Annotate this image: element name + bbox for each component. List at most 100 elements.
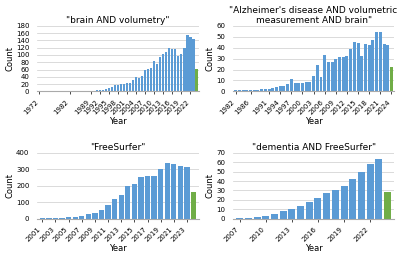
X-axis label: Year: Year (305, 244, 322, 254)
Bar (372, 40, 374, 91)
X-axis label: Year: Year (109, 117, 127, 126)
Bar (162, 54, 164, 91)
Bar (234, 90, 237, 91)
Bar (141, 76, 143, 91)
Bar (118, 195, 124, 219)
X-axis label: Year: Year (109, 244, 127, 254)
Bar (164, 163, 170, 219)
Bar (147, 69, 149, 91)
Bar (177, 56, 180, 91)
Title: "dementia AND FreeSurfer": "dementia AND FreeSurfer" (252, 143, 376, 152)
Bar (165, 52, 168, 91)
Bar (245, 218, 252, 219)
Bar (254, 217, 260, 219)
Bar (99, 90, 101, 91)
Bar (288, 209, 295, 219)
Bar (290, 79, 293, 91)
Bar (338, 57, 341, 91)
Bar (360, 56, 363, 91)
Bar (60, 218, 65, 219)
Bar (308, 82, 311, 91)
Bar (390, 67, 393, 91)
Bar (96, 90, 98, 91)
Bar (358, 172, 365, 219)
Bar (189, 37, 192, 91)
Bar (364, 44, 367, 91)
Bar (314, 198, 322, 219)
Bar (144, 70, 146, 91)
Bar (158, 169, 163, 219)
Bar (316, 65, 319, 91)
Bar (253, 90, 256, 91)
Bar (242, 90, 245, 91)
Bar (125, 186, 130, 219)
Bar (105, 89, 107, 91)
Bar (191, 192, 196, 219)
Bar (86, 214, 91, 219)
Bar (238, 90, 241, 91)
Bar (152, 176, 157, 219)
Bar (171, 164, 176, 219)
Bar (294, 83, 296, 91)
Bar (323, 193, 330, 219)
Bar (264, 89, 267, 91)
X-axis label: Year: Year (305, 117, 322, 126)
Bar (275, 87, 278, 91)
Bar (135, 77, 137, 91)
Bar (357, 43, 360, 91)
Bar (297, 83, 300, 91)
Bar (66, 217, 71, 219)
Bar (168, 48, 170, 91)
Bar (72, 217, 78, 219)
Bar (186, 35, 188, 91)
Y-axis label: Count: Count (206, 173, 215, 198)
Bar (279, 86, 282, 91)
Bar (159, 57, 161, 91)
Bar (106, 205, 111, 219)
Bar (120, 84, 122, 91)
Bar (114, 85, 116, 91)
Bar (375, 32, 378, 91)
Y-axis label: Count: Count (206, 46, 215, 71)
Bar (306, 202, 313, 219)
Bar (312, 76, 315, 91)
Bar (153, 61, 155, 91)
Bar (102, 90, 104, 91)
Bar (331, 62, 334, 91)
Bar (53, 218, 58, 219)
Bar (92, 213, 98, 219)
Bar (346, 56, 348, 91)
Bar (262, 216, 269, 219)
Bar (301, 83, 304, 91)
Bar (132, 81, 134, 91)
Bar (46, 218, 52, 219)
Bar (236, 218, 243, 219)
Bar (368, 45, 371, 91)
Bar (297, 206, 304, 219)
Bar (256, 90, 260, 91)
Bar (138, 177, 144, 219)
Bar (183, 48, 186, 91)
Y-axis label: Count: Count (6, 46, 14, 71)
Bar (367, 164, 374, 219)
Bar (342, 57, 345, 91)
Bar (99, 210, 104, 219)
Bar (384, 192, 391, 219)
Bar (150, 68, 152, 91)
Bar (192, 39, 194, 91)
Bar (320, 77, 322, 91)
Title: "brain AND volumetry": "brain AND volumetry" (66, 16, 170, 25)
Y-axis label: Count: Count (6, 173, 14, 198)
Title: "FreeSurfer": "FreeSurfer" (90, 143, 146, 152)
Bar (174, 49, 176, 91)
Bar (280, 211, 287, 219)
Bar (340, 186, 348, 219)
Bar (382, 44, 386, 91)
Title: "Alzheimer's disease AND volumetric
measurement AND brain": "Alzheimer's disease AND volumetric meas… (230, 5, 398, 25)
Bar (249, 90, 252, 91)
Bar (126, 83, 128, 91)
Bar (112, 199, 117, 219)
Bar (180, 54, 182, 91)
Bar (334, 59, 337, 91)
Bar (332, 190, 339, 219)
